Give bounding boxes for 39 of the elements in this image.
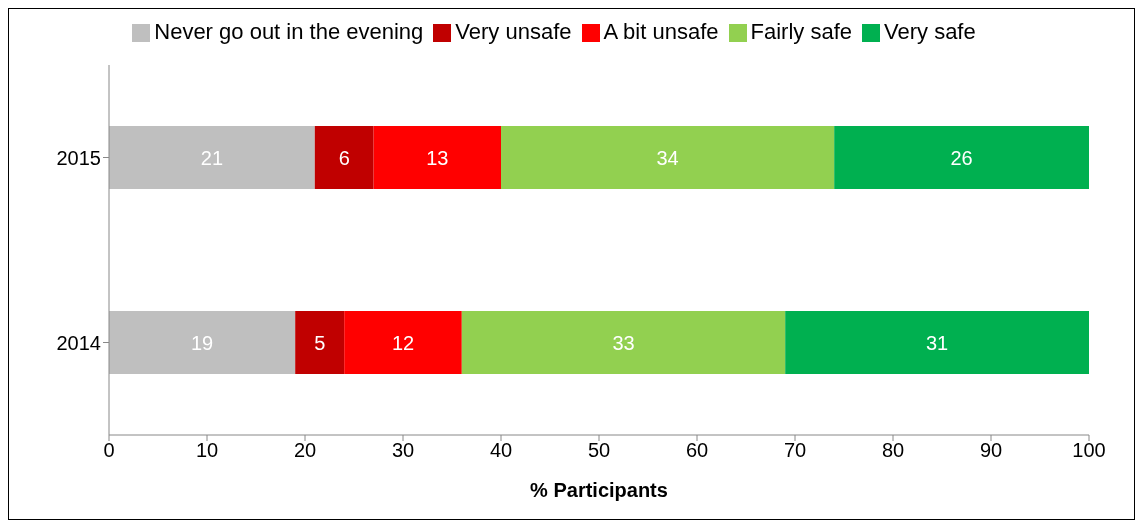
bar	[834, 126, 1089, 190]
bar	[109, 126, 315, 190]
data-label: 33	[612, 331, 635, 354]
x-tick-label: 30	[391, 439, 415, 462]
data-label: 13	[426, 146, 449, 169]
bar	[109, 311, 296, 375]
x-tick-label: 60	[685, 439, 709, 462]
data-label: 26	[950, 146, 973, 169]
x-tick-label: 80	[881, 439, 905, 462]
x-tick-label: 10	[195, 439, 219, 462]
data-label: 31	[925, 331, 949, 354]
x-tick-label: 20	[293, 439, 317, 462]
bar	[344, 311, 462, 375]
legend-label: Never go out in the evening	[154, 19, 424, 44]
x-axis-title: % Participants	[530, 479, 668, 502]
legend-label: Very unsafe	[455, 19, 572, 44]
x-tick-label: 0	[103, 439, 115, 462]
x-tick-label: 90	[979, 439, 1003, 462]
bar	[461, 311, 786, 375]
legend-label: Fairly safe	[750, 19, 852, 44]
data-label: 21	[200, 146, 224, 169]
data-label: 19	[190, 331, 214, 354]
data-label: 6	[338, 146, 350, 169]
x-tick-label: 100	[1072, 439, 1106, 462]
bar	[785, 311, 1089, 375]
bar	[314, 126, 374, 190]
y-tick-label: 2015	[56, 146, 101, 169]
bar	[501, 126, 835, 190]
data-label: 5	[314, 331, 326, 354]
x-tick-label: 70	[783, 439, 807, 462]
bar	[295, 311, 345, 375]
legend-label: A bit unsafe	[603, 19, 719, 44]
y-tick-label: 2014	[56, 331, 101, 354]
data-label: 12	[391, 331, 415, 354]
data-label: 34	[656, 146, 679, 169]
bar	[373, 126, 501, 190]
x-tick-label: 40	[489, 439, 513, 462]
x-tick-label: 50	[587, 439, 611, 462]
legend-label: Very safe	[884, 19, 976, 44]
